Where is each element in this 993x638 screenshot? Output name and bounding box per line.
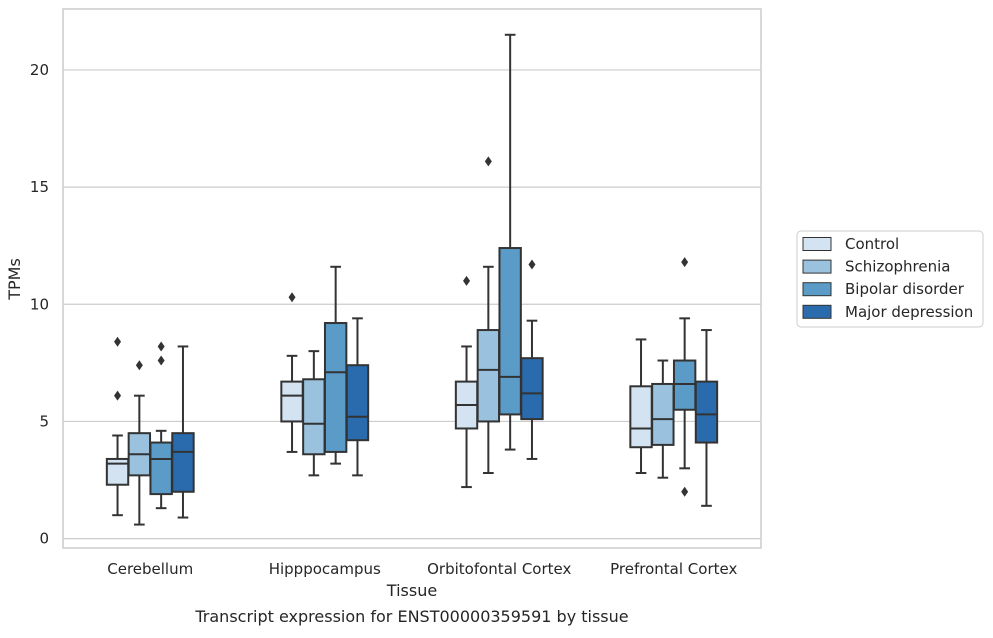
box-body [323,322,348,453]
x-tick-label: Hipppocampus [269,560,381,578]
box-body [672,359,697,411]
box [149,341,173,510]
box [520,259,544,460]
legend-label: Major depression [845,303,973,321]
box-body [651,382,675,446]
box-body [520,357,544,421]
box [105,336,130,517]
box-body [280,380,304,423]
box-body [629,385,653,449]
legend-label: Schizophrenia [845,258,950,276]
legend-frame [796,230,984,328]
box [694,329,719,507]
legend-items: Control Schizophrenia Bipolar disorder Majo… [802,235,973,321]
box [171,345,195,519]
legend-label: Control [845,235,899,253]
box-body [302,378,326,456]
y-tick-label: 10 [30,295,49,313]
outlier-point [114,390,122,401]
box [323,265,348,465]
y-axis-label: TPMs [5,258,24,301]
y-tick-label: 0 [39,530,49,548]
box [651,359,675,479]
box-body [149,441,173,496]
outlier-point [681,257,689,268]
outlier-point [528,259,536,270]
x-tick-label: Prefrontal Cortex [610,560,737,578]
x-axis-label: Tissue [386,581,437,600]
box [672,257,697,497]
outlier-point [157,355,165,366]
box-body [498,247,522,416]
outlier-point [681,486,689,497]
outlier-point [463,275,471,286]
box [629,338,653,475]
x-tick-label: Cerebellum [107,560,193,578]
box-body [694,380,719,444]
x-tick-labels: Cerebellum Hipppocampus Orbitofontal Corte… [107,560,737,578]
chart-caption: Transcript expression for ENST0000035959… [194,607,628,626]
series-major-depression [171,259,719,519]
box-body [171,432,195,493]
box [280,292,304,453]
legend: Control Schizophrenia Bipolar disorder Majo… [796,230,984,328]
legend-swatch [802,259,832,274]
outlier-point [157,341,165,352]
box [476,156,501,475]
y-tick-label: 15 [30,178,49,196]
box-body [476,329,501,423]
box [127,360,152,526]
legend-swatch [802,237,832,251]
y-tick-labels: 0 5 10 15 20 [30,61,49,548]
outlier-point [288,292,296,303]
outlier-point [484,156,492,167]
series-bipolar-disorder [149,33,697,510]
series-schizophrenia [127,156,675,526]
plot-area-frame [62,8,762,549]
legend-swatch [802,282,832,297]
box [498,33,522,451]
box [345,317,370,477]
outlier-point [114,336,122,347]
box [302,350,326,477]
outlier-point [135,360,143,371]
box-body [345,364,370,442]
y-tick-label: 5 [39,412,49,430]
y-tick-label: 20 [30,61,49,79]
legend-swatch [802,304,832,319]
box [454,275,479,489]
x-tick-label: Orbitofontal Cortex [427,560,571,578]
legend-label: Bipolar disorder [845,280,965,298]
box-series-group [105,33,719,526]
